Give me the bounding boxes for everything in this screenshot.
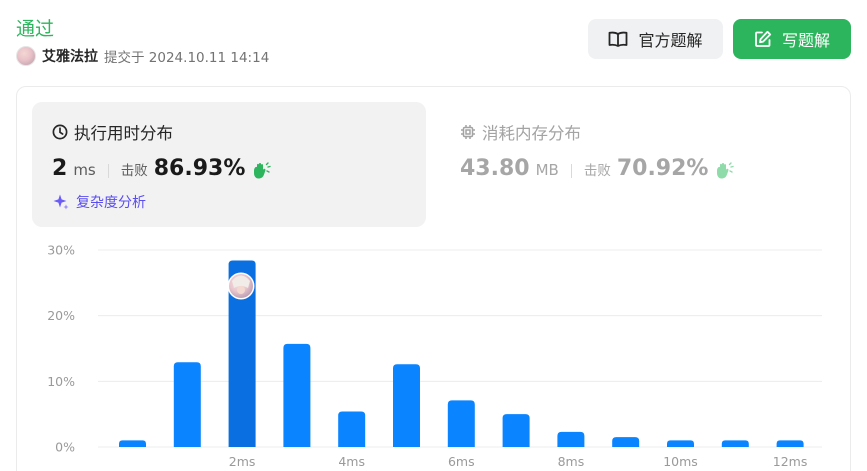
bar[interactable] bbox=[338, 411, 366, 447]
divider bbox=[107, 164, 109, 178]
memory-metric: 43.80 MB 击败 70.92% bbox=[460, 156, 735, 186]
memory-beat-percent: 70.92% bbox=[616, 156, 709, 181]
bar[interactable] bbox=[447, 400, 475, 447]
bar[interactable] bbox=[667, 440, 694, 447]
submission-status: 通过 bbox=[16, 18, 55, 40]
memory-unit: MB bbox=[535, 161, 559, 179]
user-position-avatar[interactable] bbox=[227, 272, 255, 300]
y-tick-label: 20% bbox=[47, 308, 75, 323]
bar[interactable] bbox=[557, 431, 585, 447]
x-tick-label: 12ms bbox=[773, 454, 808, 469]
bar[interactable] bbox=[393, 364, 420, 447]
sparkle-icon bbox=[53, 194, 69, 210]
bar[interactable] bbox=[776, 440, 804, 447]
runtime-value: 2 bbox=[52, 156, 68, 181]
bar[interactable] bbox=[721, 440, 749, 447]
bar[interactable] bbox=[283, 343, 311, 447]
x-tick-label: 8ms bbox=[558, 454, 585, 469]
write-solution-button[interactable]: 写题解 bbox=[733, 19, 851, 59]
bar[interactable] bbox=[612, 437, 640, 447]
x-tick-label: 4ms bbox=[338, 454, 365, 469]
memory-beat-label: 击败 bbox=[583, 163, 611, 179]
x-tick-label: 2ms bbox=[229, 454, 256, 469]
official-solution-label: 官方题解 bbox=[638, 31, 703, 50]
avatar[interactable] bbox=[16, 46, 36, 66]
chip-icon bbox=[461, 125, 475, 139]
bar[interactable] bbox=[502, 414, 530, 447]
runtime-beat-label: 击败 bbox=[120, 163, 148, 179]
complexity-analysis-link[interactable]: 复杂度分析 bbox=[52, 192, 146, 212]
runtime-unit: ms bbox=[73, 161, 96, 179]
divider bbox=[570, 164, 572, 178]
runtime-beat-percent: 86.93% bbox=[153, 156, 246, 181]
submit-time: 提交于 2024.10.11 14:14 bbox=[104, 50, 270, 66]
x-tick-label: 10ms bbox=[663, 454, 698, 469]
memory-title[interactable]: 消耗内存分布 bbox=[460, 120, 581, 144]
clap-hands-icon bbox=[717, 162, 735, 179]
clap-hands-icon bbox=[254, 162, 272, 179]
book-icon bbox=[609, 31, 628, 47]
runtime-title[interactable]: 执行用时分布 bbox=[52, 120, 173, 144]
y-tick-label: 0% bbox=[55, 440, 75, 455]
official-solution-button[interactable]: 官方题解 bbox=[588, 19, 723, 59]
clock-icon bbox=[52, 124, 68, 140]
bar[interactable] bbox=[173, 362, 201, 447]
y-tick-label: 30% bbox=[47, 243, 75, 258]
edit-icon bbox=[755, 30, 772, 47]
y-tick-label: 10% bbox=[47, 374, 75, 389]
bar[interactable] bbox=[119, 440, 146, 447]
x-tick-label: 6ms bbox=[448, 454, 475, 469]
bar[interactable] bbox=[228, 260, 256, 447]
submission-meta: 艾雅法拉 提交于 2024.10.11 14:14 bbox=[16, 46, 269, 66]
runtime-metric: 2 ms 击败 86.93% bbox=[52, 156, 272, 186]
write-solution-label: 写题解 bbox=[781, 31, 830, 50]
username[interactable]: 艾雅法拉 bbox=[42, 49, 98, 65]
memory-value: 43.80 bbox=[460, 156, 530, 181]
runtime-panel[interactable] bbox=[32, 102, 426, 227]
